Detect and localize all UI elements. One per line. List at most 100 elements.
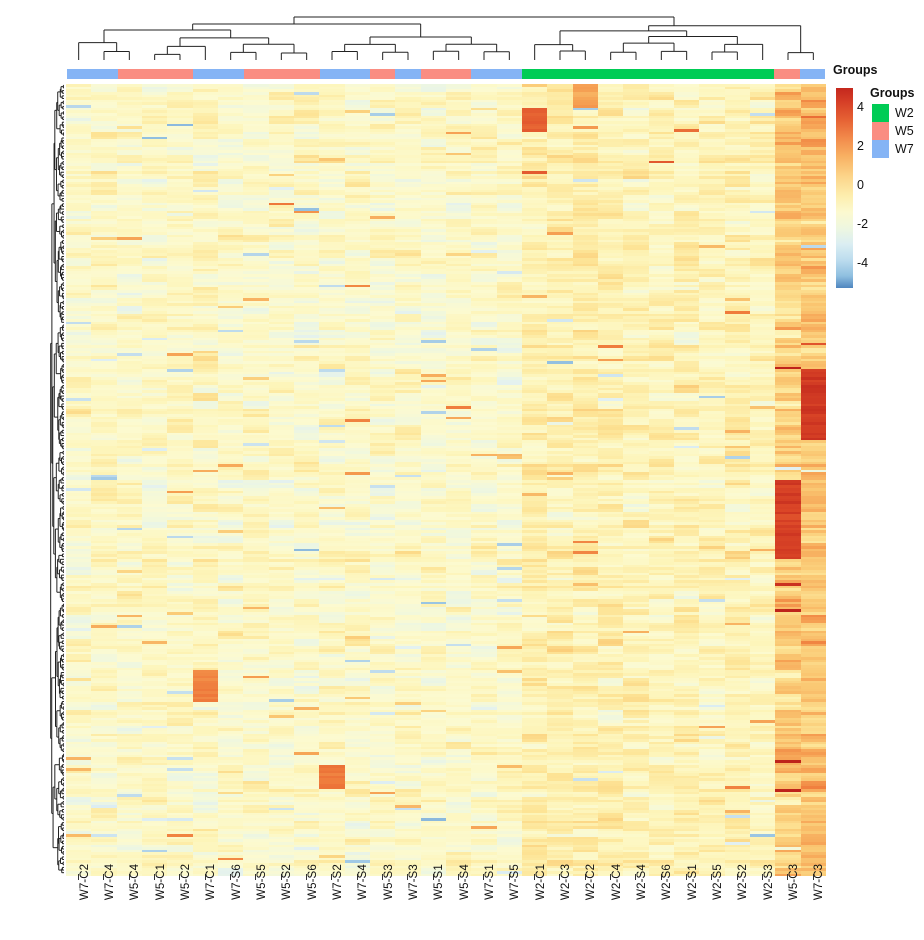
column-label-text: W7-C1: [205, 863, 218, 901]
column-tick: [471, 874, 496, 880]
group-annotation-cell: [344, 69, 371, 79]
column-label-text: W2-S3: [762, 864, 775, 900]
heatmap-column: [192, 84, 218, 877]
group-annotation-cell: [370, 69, 396, 79]
group-annotation-cell: [597, 69, 623, 79]
group-annotation-cell: [496, 69, 522, 79]
column-label-text: W5-S4: [458, 864, 471, 900]
group-annotation-cell: [168, 69, 194, 79]
column-label: W7-S1: [471, 864, 496, 938]
heatmap-column: [91, 84, 117, 877]
group-annotation-cell: [547, 69, 573, 79]
column-label-text: W7-C3: [813, 863, 826, 901]
column-axis-labels: W7-C2 W7-C4 W5-C4 W5-C1 W5-C2 W7-C1 W7-S6 W5-S5…: [66, 864, 826, 938]
column-label: W5-S1: [421, 864, 446, 938]
heatmap-column: [217, 84, 244, 877]
column-tick: [345, 874, 370, 880]
column-tick: [497, 874, 522, 880]
heatmap-column: [699, 84, 725, 877]
colorbar-tick-label: 2: [857, 138, 864, 153]
heatmap-column: [496, 84, 522, 877]
column-label: W7-S3: [395, 864, 420, 938]
heatmap-column: [344, 84, 370, 877]
heatmap-column: [395, 84, 421, 877]
column-label-text: W2-C3: [559, 863, 572, 901]
group-legend-row: W5: [872, 122, 914, 140]
heatmap-column: [673, 84, 700, 877]
column-tick: [193, 874, 218, 880]
group-annotation-cell: [471, 69, 497, 79]
group-annotation-cell: [319, 69, 345, 79]
column-label-text: W5-S2: [281, 864, 294, 900]
column-tick: [319, 874, 344, 880]
column-label: W7-C1: [193, 864, 218, 938]
column-label: W2-C4: [598, 864, 623, 938]
group-annotation-cell: [799, 69, 825, 79]
group-annotation-cell: [117, 69, 143, 79]
column-label-text: W5-S5: [255, 864, 268, 900]
column-label: W2-C2: [573, 864, 598, 938]
column-tick: [294, 874, 319, 880]
group-annotation-cell: [269, 69, 295, 79]
column-label: W7-S5: [497, 864, 522, 938]
heatmap-column: [471, 84, 497, 877]
heatmap-column: [420, 84, 446, 877]
column-label: W7-C2: [66, 864, 91, 938]
colorbar-gradient: [836, 88, 853, 288]
column-label: W7-S6: [218, 864, 243, 938]
column-label: W5-S5: [243, 864, 268, 938]
heatmap-column: [319, 84, 345, 877]
column-tick: [421, 874, 446, 880]
heatmap-column: [268, 84, 294, 877]
column-label: W5-S3: [370, 864, 395, 938]
column-label: W5-C1: [142, 864, 167, 938]
column-label-text: W7-S6: [230, 864, 243, 900]
group-legend-swatch: [872, 140, 889, 158]
group-legend-title: Groups: [870, 86, 915, 100]
group-annotation-cell: [92, 69, 118, 79]
column-label-text: W5-C2: [179, 863, 192, 901]
heatmap-column: [597, 84, 624, 877]
column-label-text: W5-S6: [306, 864, 319, 900]
column-label: W5-S4: [446, 864, 471, 938]
group-legend: W2 W5 W7: [872, 104, 914, 158]
heatmap-column: [572, 84, 598, 877]
column-tick: [269, 874, 294, 880]
column-label-text: W2-S5: [711, 864, 724, 900]
group-legend-swatch: [872, 122, 889, 140]
group-annotation-cell: [193, 69, 219, 79]
column-label-text: W2-C4: [610, 863, 623, 901]
column-tick: [395, 874, 420, 880]
column-tick: [91, 874, 116, 880]
column-tick: [598, 874, 623, 880]
heatmap-column: [293, 84, 320, 877]
column-tick: [801, 874, 826, 880]
row-dendrogram: [12, 84, 64, 874]
column-tick: [725, 874, 750, 880]
group-legend-label: W5: [895, 124, 914, 138]
column-label: W7-C3: [801, 864, 826, 938]
group-annotation-cell: [648, 69, 674, 79]
heatmap-column: [749, 84, 776, 877]
column-tick: [623, 874, 648, 880]
column-label-text: W2-S6: [661, 864, 674, 900]
column-label-text: W5-C1: [154, 863, 167, 901]
column-tick: [370, 874, 395, 880]
column-label: W2-S2: [725, 864, 750, 938]
column-label-text: W7-C4: [103, 863, 116, 901]
group-annotation-cell: [218, 69, 244, 79]
heatmap-column: [724, 84, 750, 877]
group-annotation-cell: [243, 69, 270, 79]
column-tick: [573, 874, 598, 880]
heatmap-column: [445, 84, 472, 877]
group-annotation-cell: [395, 69, 421, 79]
heatmap-column: [116, 84, 142, 877]
column-label-text: W2-C2: [585, 863, 598, 901]
column-label: W5-S6: [294, 864, 319, 938]
group-annotation-cell: [420, 69, 446, 79]
column-tick: [243, 874, 268, 880]
column-label-text: W2-S1: [686, 864, 699, 900]
colorbar-tick-label: -2: [857, 217, 869, 232]
group-legend-swatch: [872, 104, 889, 122]
